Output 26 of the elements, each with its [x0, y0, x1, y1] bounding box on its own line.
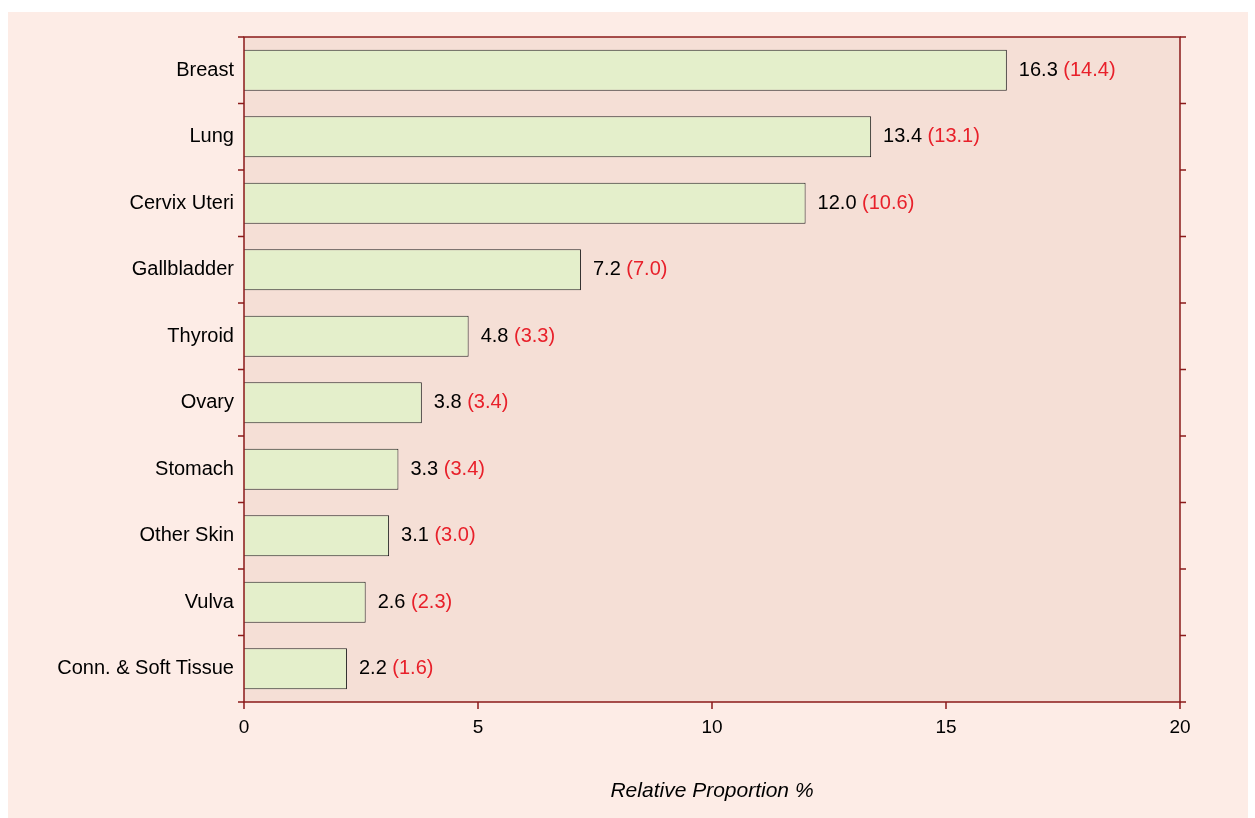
y-tick-label: Thyroid — [167, 323, 234, 346]
y-tick-label: Lung — [189, 124, 234, 147]
y-tick-label: Gallbladder — [131, 257, 235, 280]
data-label: 16.3 (14.4) — [1018, 57, 1116, 80]
data-label: 3.1 (3.0) — [401, 523, 476, 546]
data-label: 3.3 (3.4) — [410, 456, 485, 479]
x-tick-label: 20 — [1169, 715, 1191, 737]
data-label: 2.6 (2.3) — [377, 589, 453, 612]
x-tick-label: 0 — [238, 715, 250, 737]
data-label: 3.8 (3.4) — [433, 390, 509, 413]
x-tick-label: 10 — [701, 715, 723, 737]
x-tick-label: 15 — [935, 715, 957, 737]
y-tick-label: Other Skin — [139, 523, 234, 546]
y-tick-label: Stomach — [155, 456, 234, 479]
y-tick-label: Cervix Uteri — [129, 190, 234, 213]
x-tick-label: 5 — [472, 715, 484, 737]
y-tick-label: Conn. & Soft Tissue — [57, 656, 234, 679]
y-tick-label: Ovary — [180, 390, 234, 413]
x-axis-title: Relative Proportion % — [610, 778, 814, 802]
data-label: 7.2 (7.0) — [592, 257, 668, 280]
data-label: 4.8 (3.3) — [480, 323, 556, 346]
data-label: 12.0 (10.6) — [817, 190, 915, 213]
data-label: 13.4 (13.1) — [883, 124, 980, 147]
data-label: 2.2 (1.6) — [358, 656, 434, 679]
y-tick-label: Vulva — [184, 589, 235, 612]
y-tick-label: Breast — [176, 57, 235, 80]
